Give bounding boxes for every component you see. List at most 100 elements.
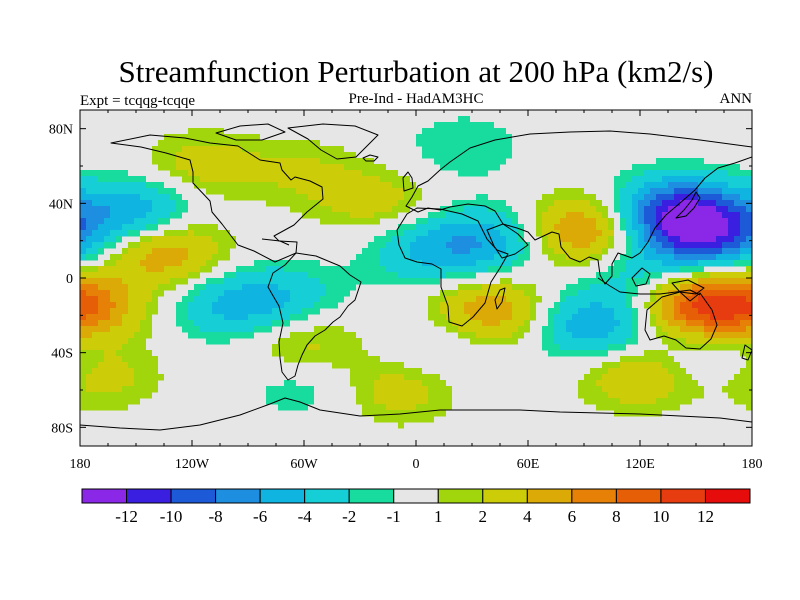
field-cell — [608, 392, 668, 399]
field-cell — [698, 200, 716, 207]
field-cell — [146, 266, 164, 273]
field-cell — [332, 206, 392, 213]
field-cell — [572, 314, 614, 321]
field-cell — [542, 338, 554, 345]
field-cell — [590, 242, 608, 249]
field-cell — [698, 260, 734, 267]
field-cell — [722, 248, 740, 255]
colorbar-swatch — [127, 489, 172, 503]
field-cell — [632, 314, 638, 321]
field-cell — [740, 368, 752, 375]
field-cell — [536, 212, 542, 219]
field-cell — [134, 368, 158, 375]
field-cell — [590, 368, 608, 375]
field-cell — [80, 182, 146, 189]
field-cell — [98, 224, 122, 231]
field-cell — [224, 194, 308, 201]
field-cell — [176, 164, 344, 171]
field-cell — [614, 260, 626, 267]
field-cell — [746, 206, 752, 213]
field-cell — [668, 230, 728, 237]
field-cell — [662, 224, 728, 231]
field-cell — [608, 278, 626, 285]
field-cell — [656, 314, 662, 321]
field-cell — [548, 314, 554, 321]
subtitle-right: ANN — [720, 91, 753, 107]
field-cell — [446, 212, 506, 219]
field-cell — [674, 248, 722, 255]
field-cell — [362, 170, 398, 177]
field-cell — [740, 218, 752, 225]
field-cell — [320, 218, 380, 225]
field-cell — [404, 374, 440, 381]
field-cell — [380, 248, 410, 255]
colorbar-label: 10 — [652, 507, 669, 526]
field-cell — [86, 224, 98, 231]
field-cell — [590, 302, 602, 309]
field-cell — [80, 344, 122, 351]
colorbar-swatch — [394, 489, 439, 503]
field-cell — [350, 368, 422, 375]
field-cell — [584, 398, 620, 405]
field-cell — [506, 242, 524, 249]
field-cell — [92, 230, 110, 237]
field-cell — [110, 230, 128, 237]
field-cell — [740, 224, 752, 231]
field-cell — [716, 206, 728, 213]
field-cell — [560, 302, 590, 309]
field-cell — [206, 188, 296, 195]
field-cell — [674, 374, 692, 381]
field-cell — [554, 302, 560, 309]
field-cell — [182, 296, 194, 303]
field-cell — [116, 260, 140, 267]
field-cell — [422, 380, 446, 387]
field-cell — [602, 212, 608, 219]
field-cell — [662, 176, 704, 183]
field-cell — [512, 314, 530, 321]
field-cell — [248, 314, 290, 321]
field-cell — [80, 398, 140, 405]
field-cell — [608, 344, 626, 351]
field-cell — [200, 326, 254, 333]
field-cell — [626, 182, 644, 189]
field-cell — [602, 248, 608, 255]
field-cell — [722, 188, 752, 195]
field-cell — [182, 260, 206, 267]
field-cell — [728, 392, 752, 399]
field-cell — [656, 194, 674, 201]
field-cell — [152, 296, 158, 303]
field-cell — [284, 266, 386, 273]
field-cell — [98, 320, 122, 327]
field-cell — [164, 266, 200, 273]
field-cell — [674, 242, 722, 249]
field-cell — [290, 296, 320, 303]
field-cell — [536, 206, 548, 213]
field-cell — [362, 248, 380, 255]
field-cell — [656, 236, 668, 243]
field-cell — [524, 320, 530, 327]
field-cell — [254, 326, 272, 333]
field-cell — [656, 248, 674, 255]
field-cell — [458, 170, 488, 177]
field-cell — [746, 404, 752, 411]
field-cell — [626, 296, 632, 303]
field-cell — [302, 212, 350, 219]
colorbar-swatch — [572, 489, 617, 503]
field-cell — [728, 206, 746, 213]
field-cell — [554, 338, 626, 345]
field-cell — [170, 170, 188, 177]
field-cell — [722, 194, 740, 201]
field-cell — [278, 404, 308, 411]
field-cell — [422, 128, 506, 135]
field-cell — [626, 248, 632, 255]
field-cell — [176, 158, 320, 165]
field-cell — [620, 188, 638, 195]
field-cell — [554, 224, 596, 231]
field-cell — [542, 218, 560, 225]
field-cell — [578, 392, 608, 399]
field-cell — [170, 212, 182, 219]
colorbar-swatch — [483, 489, 528, 503]
colorbar-label: 12 — [697, 507, 714, 526]
field-cell — [122, 344, 146, 351]
field-cell — [680, 308, 698, 315]
